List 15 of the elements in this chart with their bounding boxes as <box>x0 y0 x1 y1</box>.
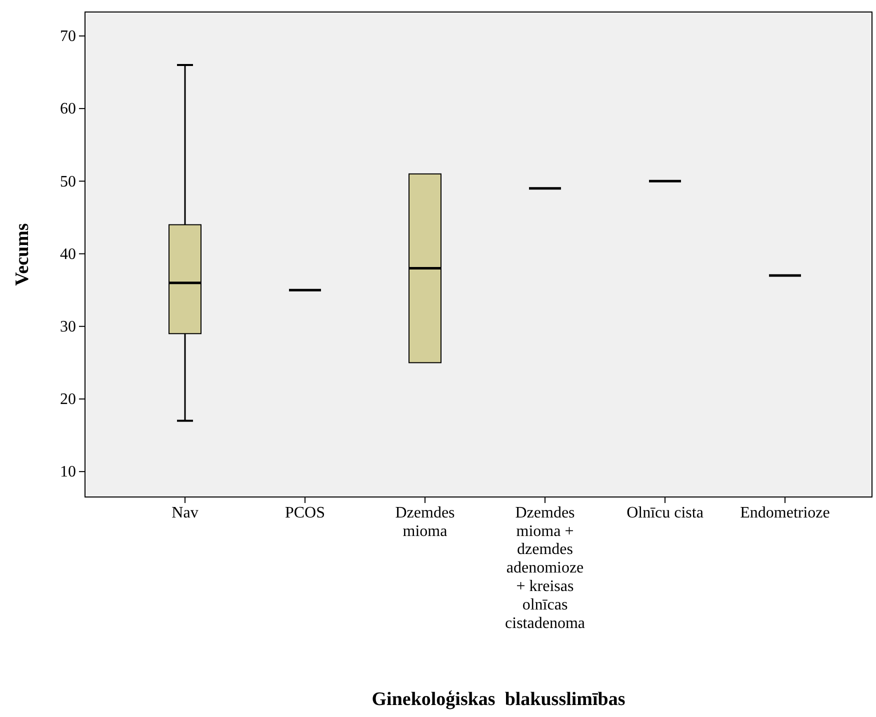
y-tick-label: 40 <box>60 246 76 263</box>
x-tick-label: Dzemdes mioma + dzemdes adenomioze + kreisas olnīcas cistadenoma <box>505 504 585 632</box>
x-tick-label: Endometrioze <box>740 504 830 522</box>
x-tick-label: Dzemdes mioma <box>395 504 455 540</box>
y-tick-label: 50 <box>60 173 76 190</box>
x-axis-title: Ginekoloģiskas blakusslimības <box>372 689 626 710</box>
y-tick-label: 30 <box>60 318 76 336</box>
y-tick-label: 70 <box>60 28 76 46</box>
x-tick-label: PCOS <box>284 504 326 522</box>
y-axis-title: Vecums <box>12 223 33 286</box>
y-tick-label: 20 <box>60 391 76 408</box>
y-tick-label: 60 <box>60 100 76 118</box>
x-tick-label: Nav <box>172 504 198 522</box>
x-tick-label: Olnīcu cista <box>626 504 704 522</box>
y-tick-label: 10 <box>60 464 76 481</box>
